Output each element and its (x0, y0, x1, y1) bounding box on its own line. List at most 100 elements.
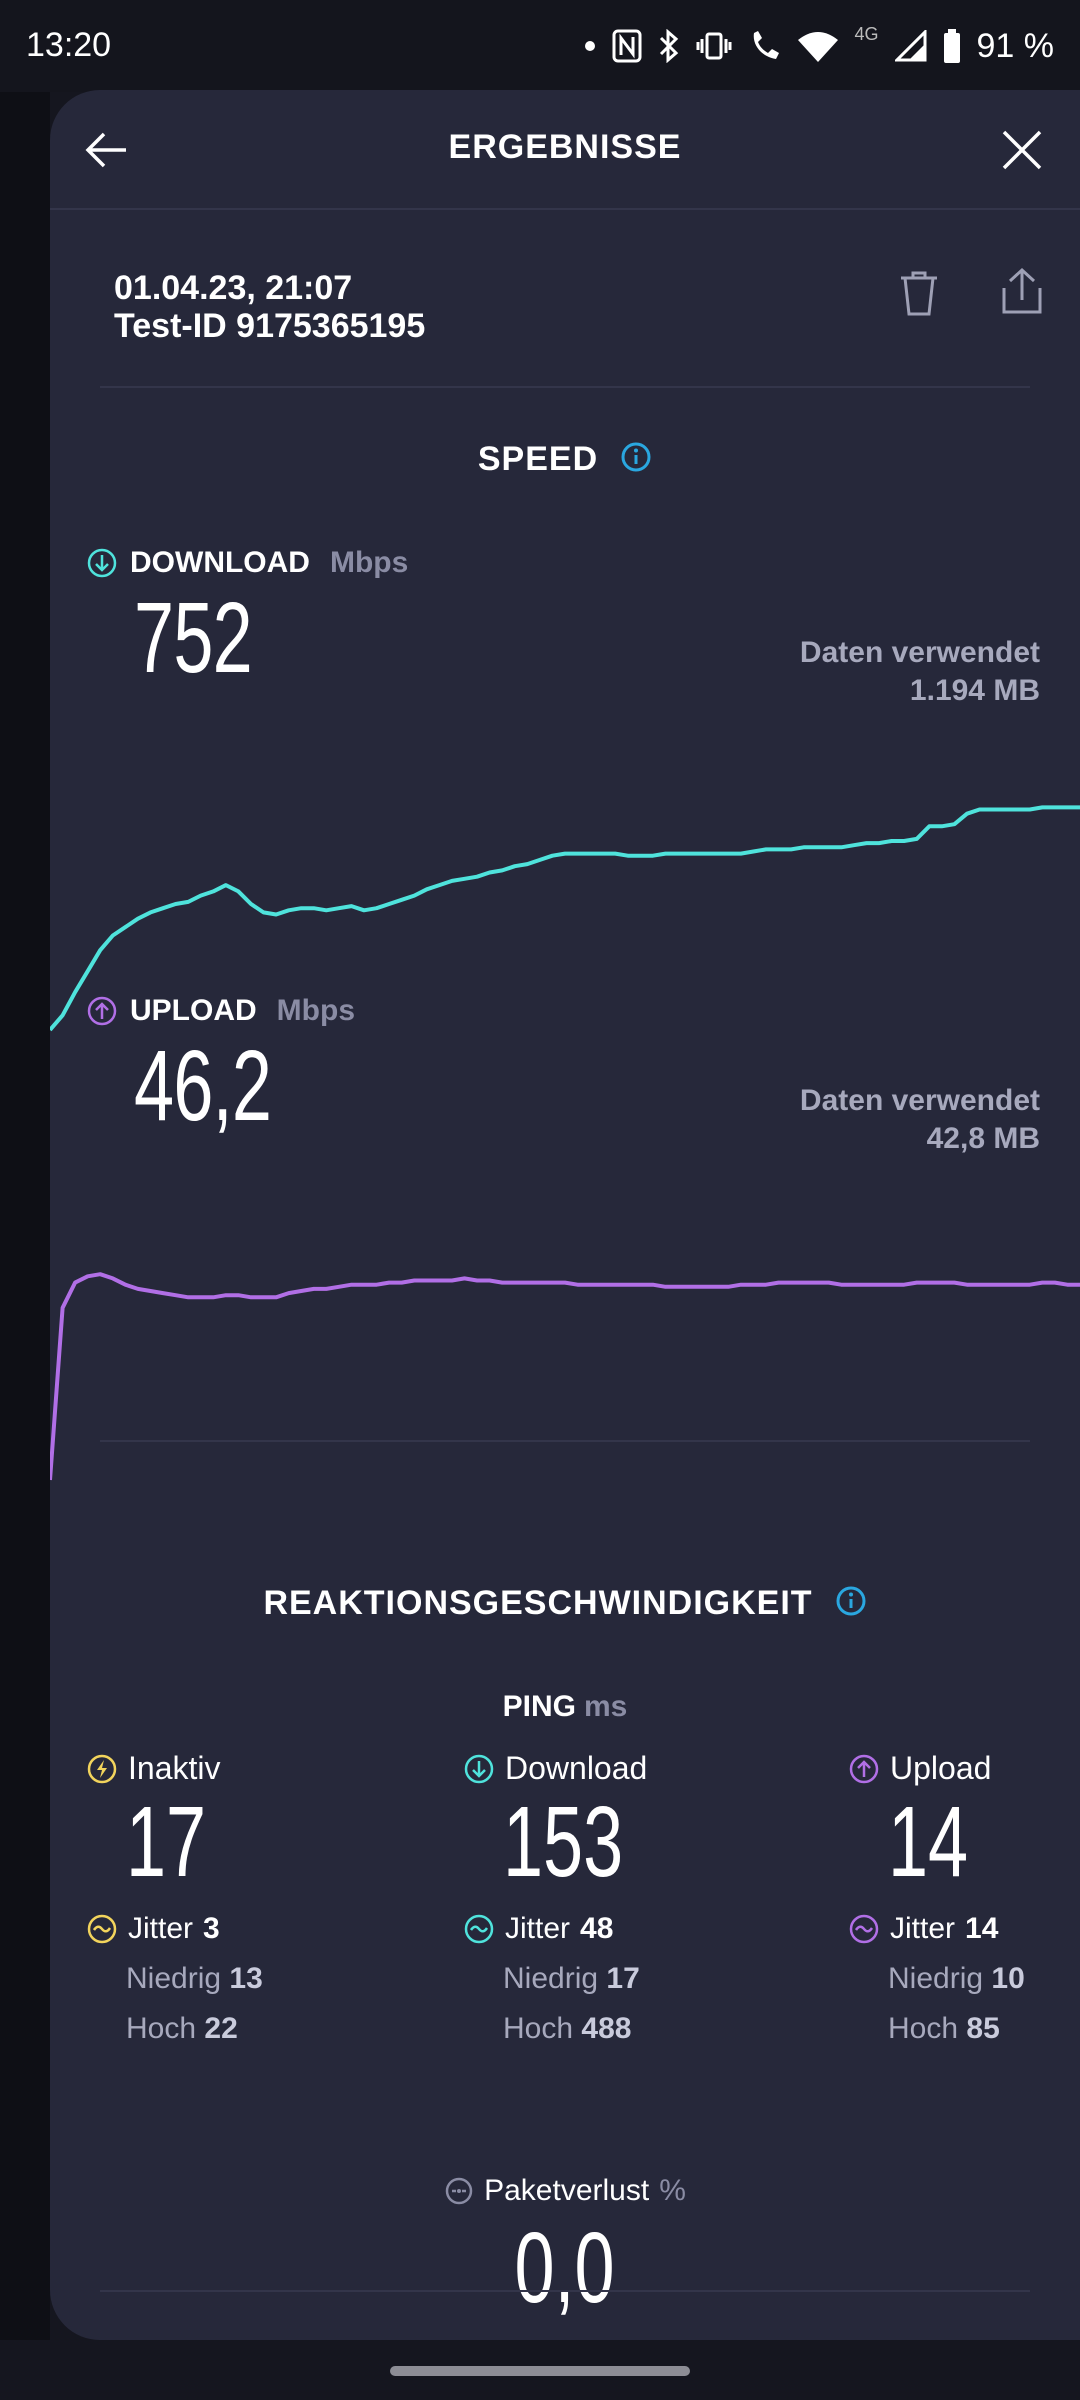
ping-download-value: 153 (503, 1786, 624, 1898)
download-used-value: 1.194 MB (909, 674, 1040, 707)
packet-loss-label: Paketverlust % (50, 2174, 1080, 2208)
home-gesture-handle[interactable] (390, 2366, 690, 2376)
high-value: 85 (966, 2012, 1000, 2045)
arrow-down-circle-icon (464, 1754, 494, 1783)
download-data-used: Daten verwendet 1.194 MB (800, 634, 1040, 710)
page-title: ERGEBNISSE (448, 128, 682, 166)
ping-download-high: Hoch 488 (503, 2012, 631, 2046)
speed-section-title: SPEED (50, 440, 1080, 482)
ping-upload-low: Niedrig 10 (888, 1962, 1025, 1996)
ping-label: PING (502, 1690, 576, 1723)
info-icon[interactable] (835, 1585, 867, 1626)
low-value: 17 (606, 1962, 640, 1995)
packet-loss-label-text: Paketverlust (484, 2174, 650, 2207)
packet-loss-icon (445, 2177, 473, 2205)
ping-idle-high: Hoch 22 (126, 2012, 238, 2046)
status-time: 13:20 (26, 26, 112, 64)
divider (100, 2290, 1030, 2292)
wifi-icon (798, 30, 839, 62)
packet-loss-unit: % (659, 2174, 686, 2207)
arrow-left-icon (85, 132, 126, 168)
back-button[interactable] (80, 124, 132, 176)
arrow-up-circle-icon (87, 996, 117, 1026)
ping-download-column: Download 153 Jitter 48 Niedrig 17 Hoch 4… (463, 1750, 723, 2045)
ping-idle-value: 17 (126, 1786, 207, 1898)
divider (100, 386, 1030, 388)
upload-speed-chart (50, 1272, 1080, 1481)
low-value: 10 (991, 1962, 1025, 1995)
ping-upload-jitter: Jitter 14 (848, 1912, 998, 1946)
ping-idle-label: Inaktiv (86, 1750, 346, 1787)
ping-idle-label-text: Inaktiv (128, 1750, 221, 1786)
high-value: 22 (204, 2012, 238, 2045)
low-value: 13 (229, 1962, 263, 1995)
wave-circle-icon (849, 1914, 879, 1944)
download-speed-chart (50, 805, 1080, 1032)
notification-dot-icon (584, 40, 596, 52)
bluetooth-icon (658, 29, 680, 63)
ping-unit: ms (584, 1690, 628, 1723)
ping-download-label: Download (463, 1750, 723, 1787)
ping-title: PING ms (50, 1690, 1080, 1724)
upload-data-used: Daten verwendet 42,8 MB (800, 1082, 1040, 1158)
speed-title-text: SPEED (477, 440, 599, 478)
arrow-down-circle-icon (87, 548, 117, 578)
ping-download-jitter: Jitter 48 (463, 1912, 613, 1946)
trash-icon (901, 271, 937, 316)
network-type-label: 4G (854, 24, 879, 44)
upload-used-value: 42,8 MB (926, 1122, 1040, 1155)
wifi-call-icon (748, 29, 782, 63)
results-header: ERGEBNISSE (50, 90, 1080, 210)
jitter-value: 48 (580, 1912, 614, 1945)
battery-percent: 91 % (976, 26, 1055, 65)
wave-circle-icon (464, 1914, 494, 1944)
test-date: 01.04.23, 21:07 (114, 269, 353, 307)
wave-circle-icon (87, 1914, 117, 1944)
upload-label-text: UPLOAD (130, 994, 257, 1027)
low-label: Niedrig (503, 1962, 599, 1995)
jitter-label: Jitter (505, 1912, 571, 1945)
low-label: Niedrig (888, 1962, 984, 1995)
share-button[interactable] (998, 266, 1046, 318)
jitter-label: Jitter (890, 1912, 956, 1945)
divider (100, 1440, 1030, 1442)
ping-upload-column: Upload 14 Jitter 14 Niedrig 10 Hoch 85 (848, 1750, 1080, 2045)
status-icons: 4G 91 % (584, 24, 1054, 68)
results-sheet: ERGEBNISSE 01.04.23, 21:07 Test-ID 91753… (50, 90, 1080, 2340)
download-speed-line (50, 805, 1080, 1032)
packet-loss-value-wrap: 0,0 (50, 2218, 1080, 2318)
background-app-edge (0, 92, 50, 2340)
download-used-label: Daten verwendet (799, 636, 1040, 669)
packet-loss-value: 0,0 (514, 2212, 616, 2324)
close-button[interactable] (996, 124, 1048, 176)
ping-download-low: Niedrig 17 (503, 1962, 640, 1996)
ping-idle-low: Niedrig 13 (126, 1962, 263, 1996)
arrow-up-circle-icon (849, 1754, 879, 1783)
upload-label: UPLOAD Mbps (86, 994, 355, 1028)
upload-unit: Mbps (276, 994, 355, 1027)
test-id: Test-ID 9175365195 (114, 307, 426, 345)
download-label: DOWNLOAD Mbps (86, 546, 408, 580)
delete-button[interactable] (895, 268, 943, 320)
high-label: Hoch (503, 2012, 574, 2045)
ping-idle-jitter: Jitter 3 (86, 1912, 220, 1946)
ping-upload-high: Hoch 85 (888, 2012, 1000, 2046)
jitter-value: 14 (965, 1912, 999, 1945)
jitter-label: Jitter (128, 1912, 194, 1945)
jitter-value: 3 (203, 1912, 220, 1945)
reaction-title-text: REAKTIONSGESCHWINDIGKEIT (263, 1584, 813, 1622)
close-icon (1002, 130, 1042, 170)
status-bar: 13:20 4G 91 % (0, 0, 1080, 92)
upload-value: 46,2 (134, 1030, 272, 1142)
download-label-text: DOWNLOAD (130, 546, 310, 579)
ping-upload-value: 14 (888, 1786, 969, 1898)
ping-upload-label-text: Upload (890, 1750, 992, 1786)
upload-speed-line (50, 1272, 1080, 1481)
upload-used-label: Daten verwendet (799, 1084, 1040, 1117)
share-icon (1002, 267, 1042, 314)
ping-upload-label: Upload (848, 1750, 1080, 1787)
info-icon[interactable] (620, 441, 652, 482)
vibrate-icon (696, 31, 732, 61)
download-unit: Mbps (329, 546, 409, 579)
high-label: Hoch (126, 2012, 197, 2045)
